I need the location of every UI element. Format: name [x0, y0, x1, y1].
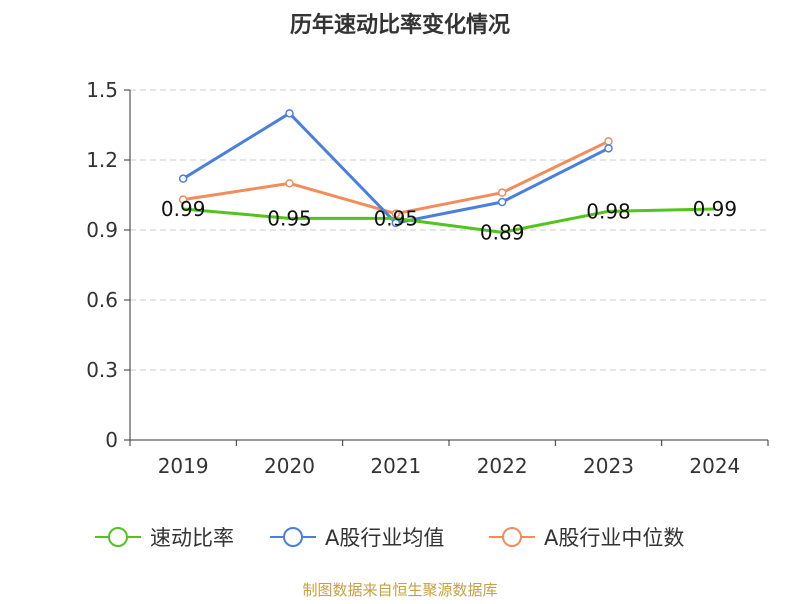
x-tick-label: 2024	[689, 454, 740, 478]
source-note: 制图数据来自恒生聚源数据库	[302, 581, 497, 599]
x-tick-label: 2019	[158, 454, 209, 478]
x-tick-label: 2021	[370, 454, 421, 478]
data-label: 0.99	[161, 197, 206, 221]
series-point	[497, 188, 507, 197]
legend-marker	[108, 527, 128, 547]
y-tick-label: 1.5	[86, 78, 118, 102]
data-label-layer: 0.99 0.95 0.95 0.89 0.98 0.99	[161, 197, 737, 244]
y-tick-label: 0	[105, 428, 118, 452]
legend-marker	[283, 527, 303, 547]
series-point	[604, 144, 613, 153]
series-point	[178, 195, 188, 204]
x-tick-label: 2023	[583, 454, 634, 478]
data-label: 0.95	[374, 206, 419, 230]
legend: 速动比率 A股行业均值 A股行业中位数	[95, 526, 684, 550]
data-label: 0.95	[267, 206, 312, 230]
y-tick-label: 0.9	[86, 218, 118, 242]
series-point	[285, 109, 294, 118]
y-tick-label: 0.6	[86, 288, 118, 312]
x-tick-label: 2020	[264, 454, 315, 478]
data-label: 0.89	[480, 220, 525, 244]
series-point	[178, 174, 188, 183]
series-point	[497, 197, 507, 207]
series-point	[285, 179, 294, 188]
y-tick-label: 1.2	[86, 148, 118, 172]
grid-layer	[130, 89, 768, 371]
chart-title: 历年速动比率变化情况	[290, 12, 510, 38]
legend-label: 速动比率	[150, 526, 234, 550]
series-point	[604, 137, 613, 146]
axis-layer: 0 0.3 0.6 0.9 1.2 1.5 2019 2020 2021 2022 2023 2024	[86, 78, 769, 478]
legend-marker	[502, 527, 522, 547]
series-layer	[178, 109, 715, 234]
legend-label: A股行业中位数	[544, 526, 684, 550]
series-line	[183, 207, 715, 234]
series-line	[182, 139, 610, 216]
legend-label: A股行业均值	[325, 526, 444, 550]
x-tick-label: 2022	[477, 454, 528, 478]
data-label: 0.98	[586, 199, 631, 223]
data-label: 0.99	[693, 197, 738, 221]
y-tick-label: 0.3	[86, 358, 118, 382]
